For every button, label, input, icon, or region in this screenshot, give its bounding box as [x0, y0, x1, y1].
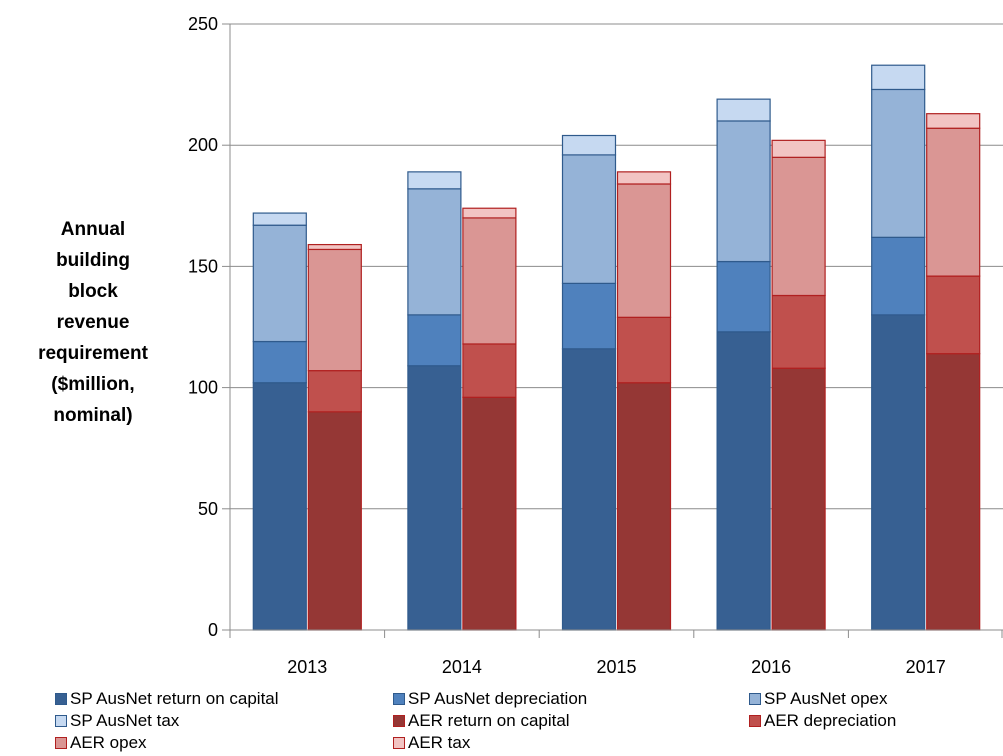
legend-swatch [749, 715, 761, 727]
legend-item: SP AusNet tax [55, 710, 179, 732]
x-tick-label: 2015 [596, 657, 636, 677]
y-tick-label: 100 [188, 378, 218, 398]
bar-segment [307, 248, 362, 372]
bar-segment [616, 171, 672, 185]
y-axis-label-line: nominal) [53, 405, 133, 426]
x-tick-label: 2013 [287, 657, 327, 677]
bar-segment [561, 348, 617, 631]
bar-segment [561, 282, 617, 350]
y-axis-label-line: block [68, 281, 118, 302]
legend-label: AER depreciation [764, 711, 897, 730]
y-tick-label: 0 [208, 620, 218, 640]
bar-segment [716, 120, 771, 263]
bar-segment [252, 340, 307, 384]
bar-segment [926, 113, 981, 129]
bar-segment [307, 243, 362, 251]
legend-swatch [55, 715, 67, 727]
bar-segment [407, 314, 462, 367]
bar-segment [561, 154, 617, 284]
y-tick-label: 150 [188, 256, 218, 276]
legend-swatch [393, 715, 405, 727]
bar-segment [462, 396, 517, 631]
legend-swatch [393, 737, 405, 749]
bar-segment [926, 353, 981, 631]
legend-label: SP AusNet depreciation [408, 689, 588, 708]
bar-segment [462, 217, 517, 345]
legend-item: AER opex [55, 732, 147, 754]
y-tick-label: 200 [188, 135, 218, 155]
y-axis-label: Annual building block revenue requiremen… [18, 214, 168, 431]
bar-segment [407, 365, 462, 631]
bar-segment [716, 331, 771, 631]
legend-item: SP AusNet opex [749, 688, 888, 710]
y-tick-label: 50 [198, 499, 218, 519]
bar-segment [616, 382, 672, 631]
bar-segment [716, 260, 771, 333]
legend-label: AER return on capital [408, 711, 570, 730]
bar-segment [252, 212, 307, 226]
legend-item: AER return on capital [393, 710, 570, 732]
bar-segment [252, 224, 307, 343]
bar-segment [252, 382, 307, 631]
bar-segment [771, 294, 826, 369]
bar-segment [716, 98, 771, 122]
bar-segment [462, 343, 517, 398]
legend-swatch [55, 693, 67, 705]
bar-segment [462, 207, 517, 219]
legend-swatch [393, 693, 405, 705]
bar-segment [871, 88, 926, 238]
y-axis-label-line: requirement [38, 343, 148, 364]
legend-label: AER tax [408, 733, 471, 752]
legend-swatch [749, 693, 761, 705]
bar-segment [407, 171, 462, 190]
bar-segment [407, 188, 462, 316]
bar-segment [926, 127, 981, 277]
bar-segment [307, 411, 362, 631]
bar-segment [871, 64, 926, 91]
x-tick-label: 2017 [906, 657, 946, 677]
legend-label: SP AusNet opex [764, 689, 888, 708]
bar-segment [771, 156, 826, 297]
bar-segment [771, 139, 826, 158]
bar-segment [307, 370, 362, 413]
bar-segment [871, 236, 926, 316]
bar-segment [771, 367, 826, 631]
legend-item: SP AusNet depreciation [393, 688, 587, 710]
bar-segment [926, 275, 981, 355]
bar-segment [561, 134, 617, 156]
y-axis-label-line: ($million, [51, 374, 135, 395]
x-tick-label: 2016 [751, 657, 791, 677]
x-tick-label: 2014 [442, 657, 482, 677]
plot-area: 0 50 100 150 200 250 2013 2014 2015 2016 2017 [188, 14, 1003, 677]
y-axis-label-line: revenue [56, 312, 130, 333]
legend-label: AER opex [70, 733, 147, 752]
y-axis-label-line: building [56, 250, 130, 271]
legend-item: SP AusNet return on capital [55, 688, 279, 710]
legend-swatch [55, 737, 67, 749]
y-axis-label-line: Annual [60, 219, 126, 240]
bar-segment [616, 316, 672, 384]
legend-item: AER tax [393, 732, 470, 754]
legend-label: SP AusNet return on capital [70, 689, 279, 708]
bar-segment [616, 183, 672, 318]
legend-item: AER depreciation [749, 710, 896, 732]
bar-segment [871, 314, 926, 631]
y-tick-label: 250 [188, 14, 218, 34]
legend-label: SP AusNet tax [70, 711, 180, 730]
legend: SP AusNet return on capital SP AusNet dep… [0, 688, 1003, 756]
